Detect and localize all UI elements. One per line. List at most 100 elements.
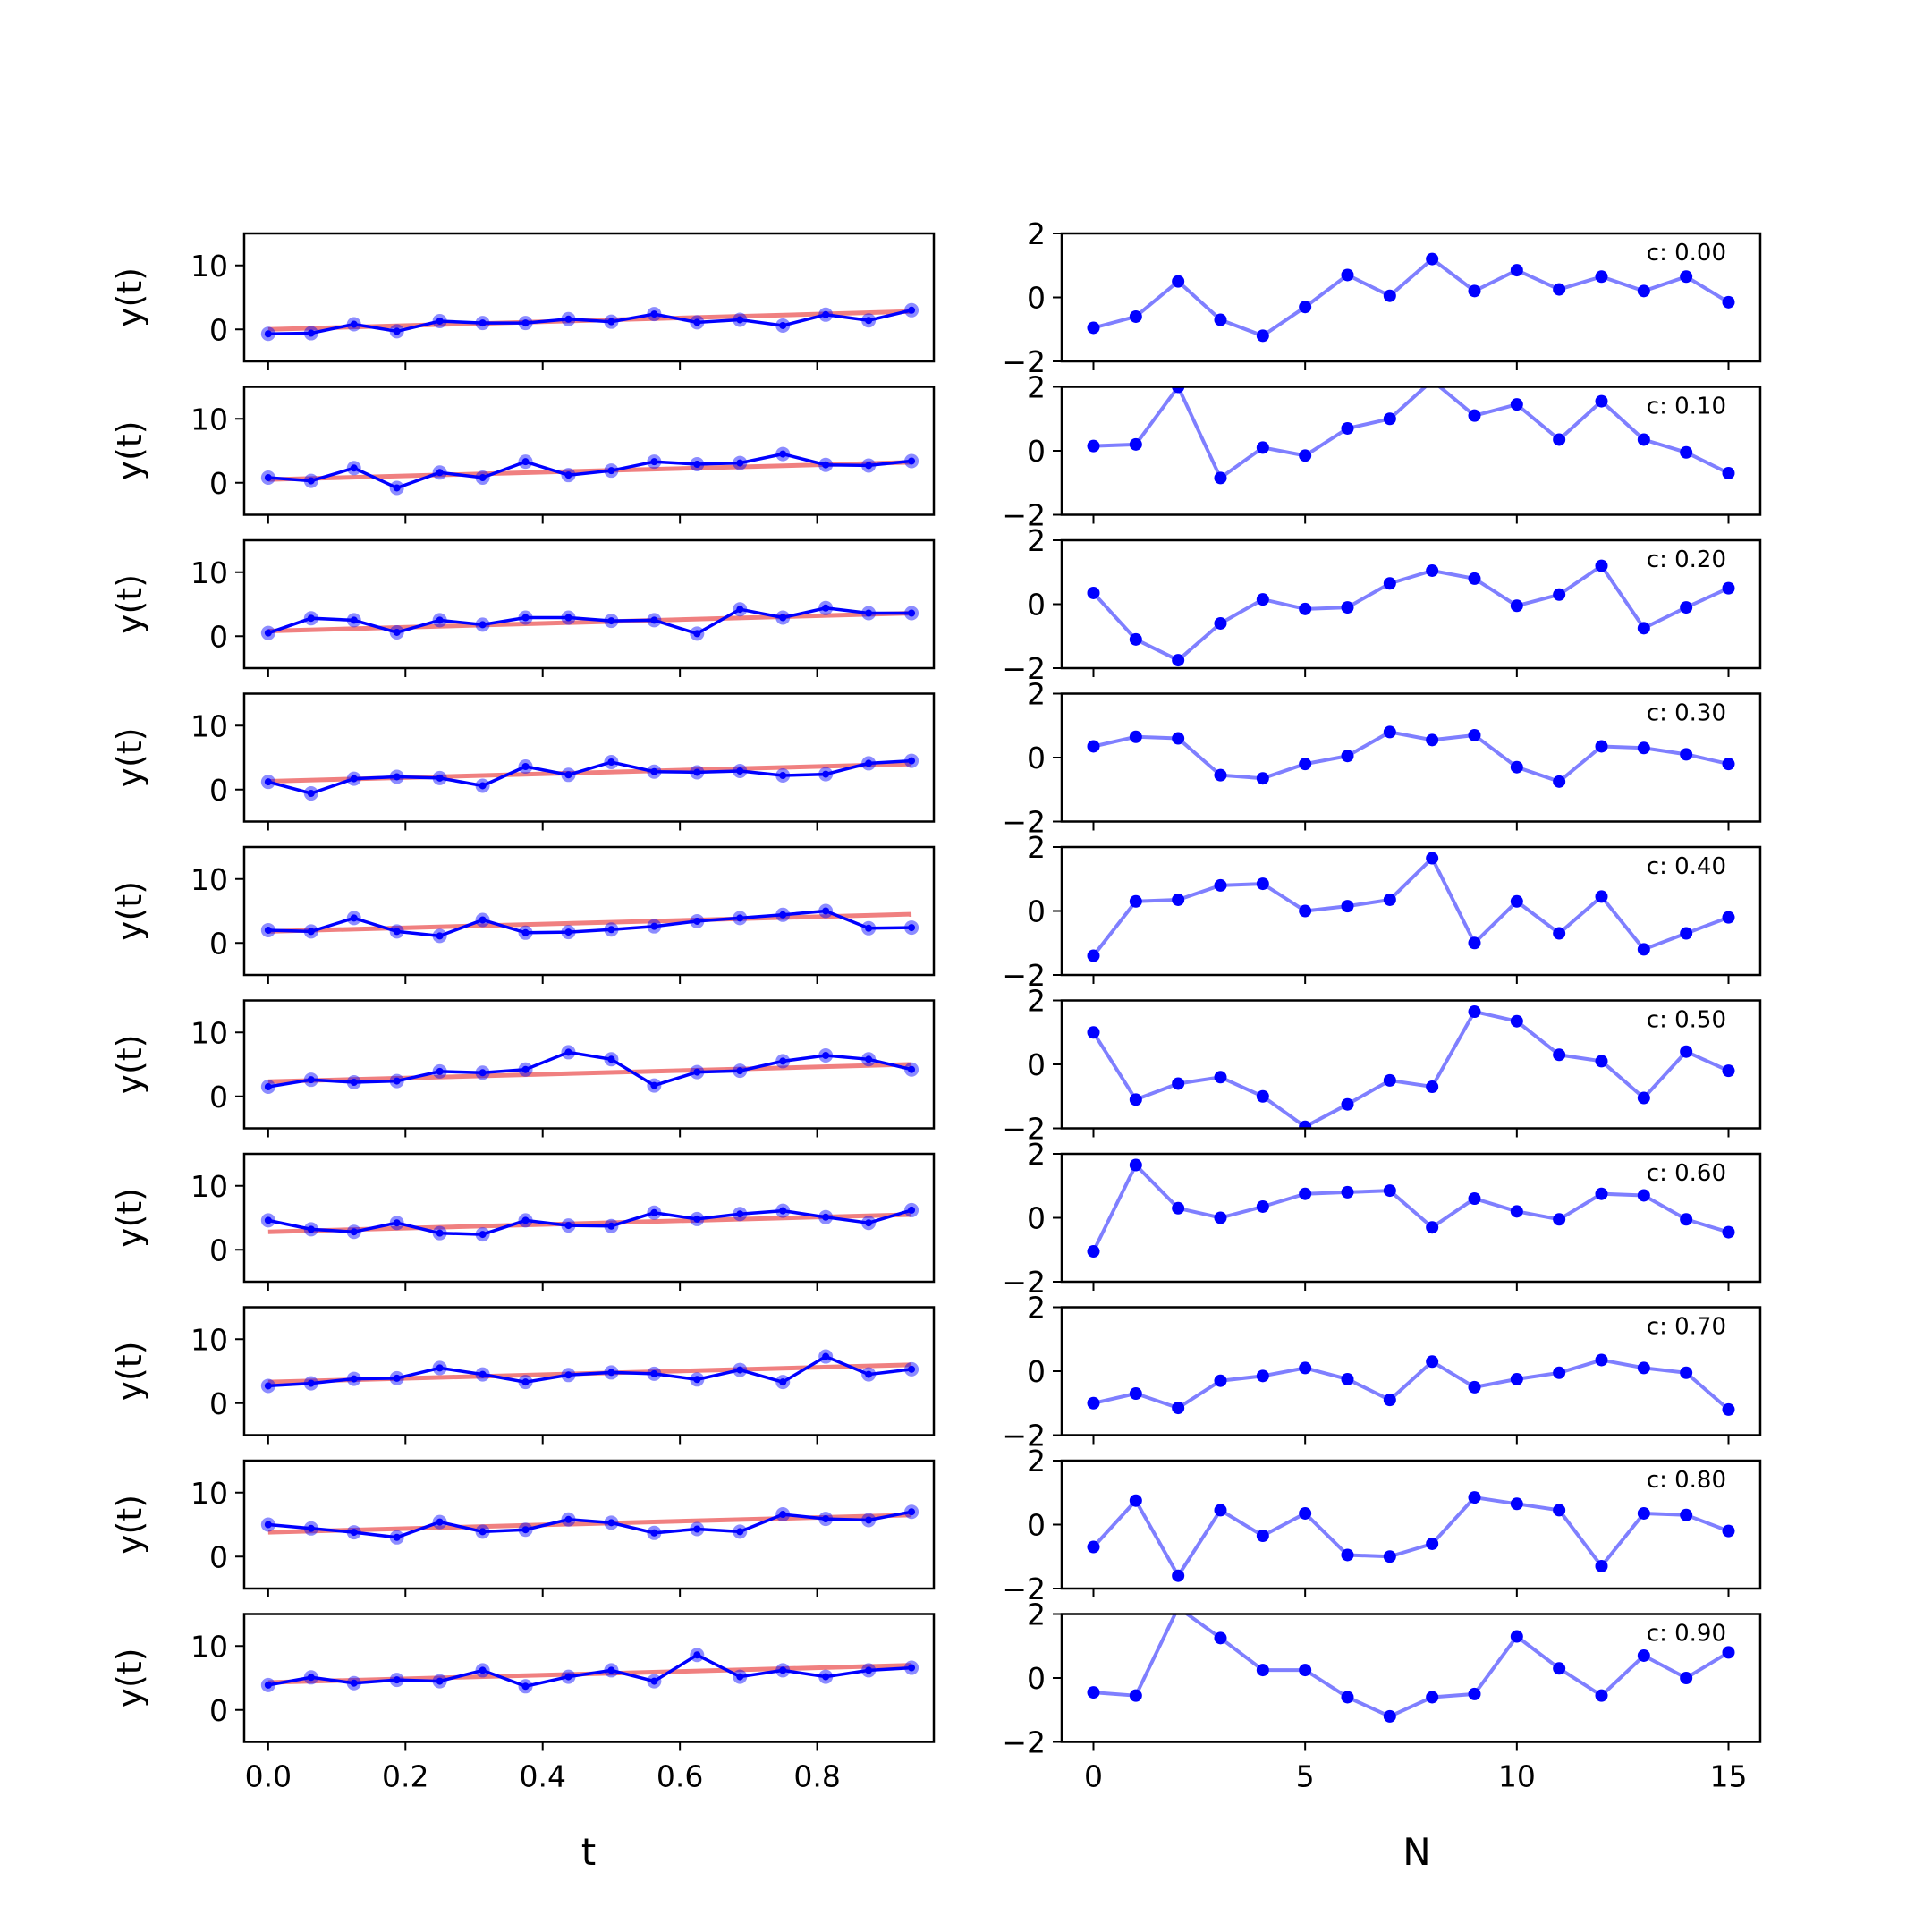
data-point xyxy=(779,1666,787,1674)
residual-series xyxy=(1087,1005,1735,1129)
data-point xyxy=(736,1528,744,1536)
y-tick-label: 2 xyxy=(1027,1137,1046,1172)
residual-point xyxy=(1129,1387,1142,1401)
residual-point xyxy=(1383,1550,1396,1563)
data-point xyxy=(350,1079,358,1087)
data-point xyxy=(908,757,916,765)
left-subplot: 0 10 0.0 0.2 0.4 0.6 0.8 y(t) xyxy=(110,1613,936,1794)
residual-point xyxy=(1214,878,1227,892)
data-point xyxy=(350,1228,358,1236)
y-tick-label: −2 xyxy=(1002,344,1046,379)
residual-point xyxy=(1383,1073,1396,1087)
residual-point xyxy=(1172,732,1185,745)
subplot-annotation: c: 0.00 xyxy=(1647,240,1726,267)
residual-point xyxy=(1595,740,1608,753)
data-point xyxy=(736,316,744,324)
residual-point xyxy=(1129,1093,1142,1106)
residual-point xyxy=(1722,1064,1735,1078)
data-series-line xyxy=(267,909,912,938)
data-point xyxy=(264,926,272,934)
data-point xyxy=(436,616,444,624)
residual-point xyxy=(1129,309,1142,323)
data-point xyxy=(908,1206,916,1214)
residual-point xyxy=(1256,1369,1269,1383)
data-point xyxy=(350,320,358,328)
data-point xyxy=(564,1515,572,1523)
data-point xyxy=(393,1374,401,1382)
residual-point xyxy=(1510,894,1523,908)
y-tick-label: 10 xyxy=(191,1476,228,1511)
data-series-line xyxy=(267,309,912,336)
residual-point xyxy=(1172,386,1185,394)
residual-point xyxy=(1595,1353,1608,1367)
residual-point xyxy=(1680,927,1693,940)
residual-point xyxy=(1595,270,1608,284)
data-point xyxy=(865,609,873,617)
residual-series xyxy=(1087,725,1735,788)
residual-point xyxy=(1426,252,1439,266)
residual-line xyxy=(1092,1495,1730,1580)
residual-point xyxy=(1299,301,1312,314)
data-point xyxy=(865,1055,873,1063)
data-point xyxy=(908,306,916,314)
residual-point xyxy=(1510,1372,1523,1385)
data-point xyxy=(264,474,272,482)
y-tick-label: 0 xyxy=(1027,1354,1046,1389)
y-tick-label: 10 xyxy=(191,1322,228,1357)
left-subplot: 0 10 y(t) xyxy=(110,1306,936,1445)
data-point xyxy=(350,1529,358,1537)
subplot-annotation: c: 0.20 xyxy=(1647,547,1726,573)
residual-point xyxy=(1426,852,1439,865)
residual-point xyxy=(1468,728,1481,741)
residual-point xyxy=(1214,1071,1227,1084)
residual-point xyxy=(1637,741,1650,755)
residual-point xyxy=(1299,904,1312,918)
data-point xyxy=(779,772,787,780)
residual-point xyxy=(1510,760,1523,774)
data-point xyxy=(865,1516,873,1524)
data-point xyxy=(693,630,701,638)
residual-point xyxy=(1087,586,1100,599)
residual-point xyxy=(1299,1120,1312,1129)
residual-series xyxy=(1087,252,1735,343)
data-point xyxy=(307,1076,315,1084)
y-axis-label: y(t) xyxy=(110,1034,149,1094)
y-tick-label: 10 xyxy=(191,249,228,284)
residual-point xyxy=(1172,1201,1185,1215)
y-tick-label: −2 xyxy=(1002,1725,1046,1760)
residual-point xyxy=(1510,599,1523,613)
residual-point xyxy=(1553,1504,1566,1517)
axes-frame xyxy=(242,692,936,823)
data-point xyxy=(264,778,272,786)
residual-point xyxy=(1341,1185,1354,1199)
data-point xyxy=(865,462,873,470)
data-point xyxy=(650,1677,658,1685)
data-point xyxy=(607,1222,615,1230)
y-tick-label: 0 xyxy=(1027,894,1046,929)
data-point xyxy=(436,774,444,782)
residual-point xyxy=(1468,1491,1481,1504)
y-axis-label: y(t) xyxy=(110,727,149,787)
residual-point xyxy=(1468,284,1481,298)
data-point xyxy=(650,1529,658,1537)
data-point xyxy=(350,1679,358,1687)
residual-point xyxy=(1087,1245,1100,1258)
residual-point xyxy=(1256,441,1269,454)
data-point xyxy=(908,457,916,465)
data-point xyxy=(822,461,830,469)
residual-point xyxy=(1510,1630,1523,1643)
residual-point xyxy=(1680,601,1693,614)
residual-point xyxy=(1553,283,1566,296)
residual-point xyxy=(1214,313,1227,326)
data-point xyxy=(393,1219,401,1227)
data-series-line xyxy=(267,1653,912,1689)
left-subplot: 0 10 y(t) xyxy=(110,538,936,677)
residual-line xyxy=(1093,1358,1730,1411)
residual-line xyxy=(1093,386,1730,481)
x-tick-label: 10 xyxy=(1498,1759,1536,1794)
subplot-annotation: c: 0.50 xyxy=(1647,1007,1726,1034)
residual-point xyxy=(1214,1211,1227,1224)
data-point xyxy=(264,330,272,338)
data-point xyxy=(607,318,615,326)
subplot-annotation: c: 0.30 xyxy=(1647,700,1726,727)
